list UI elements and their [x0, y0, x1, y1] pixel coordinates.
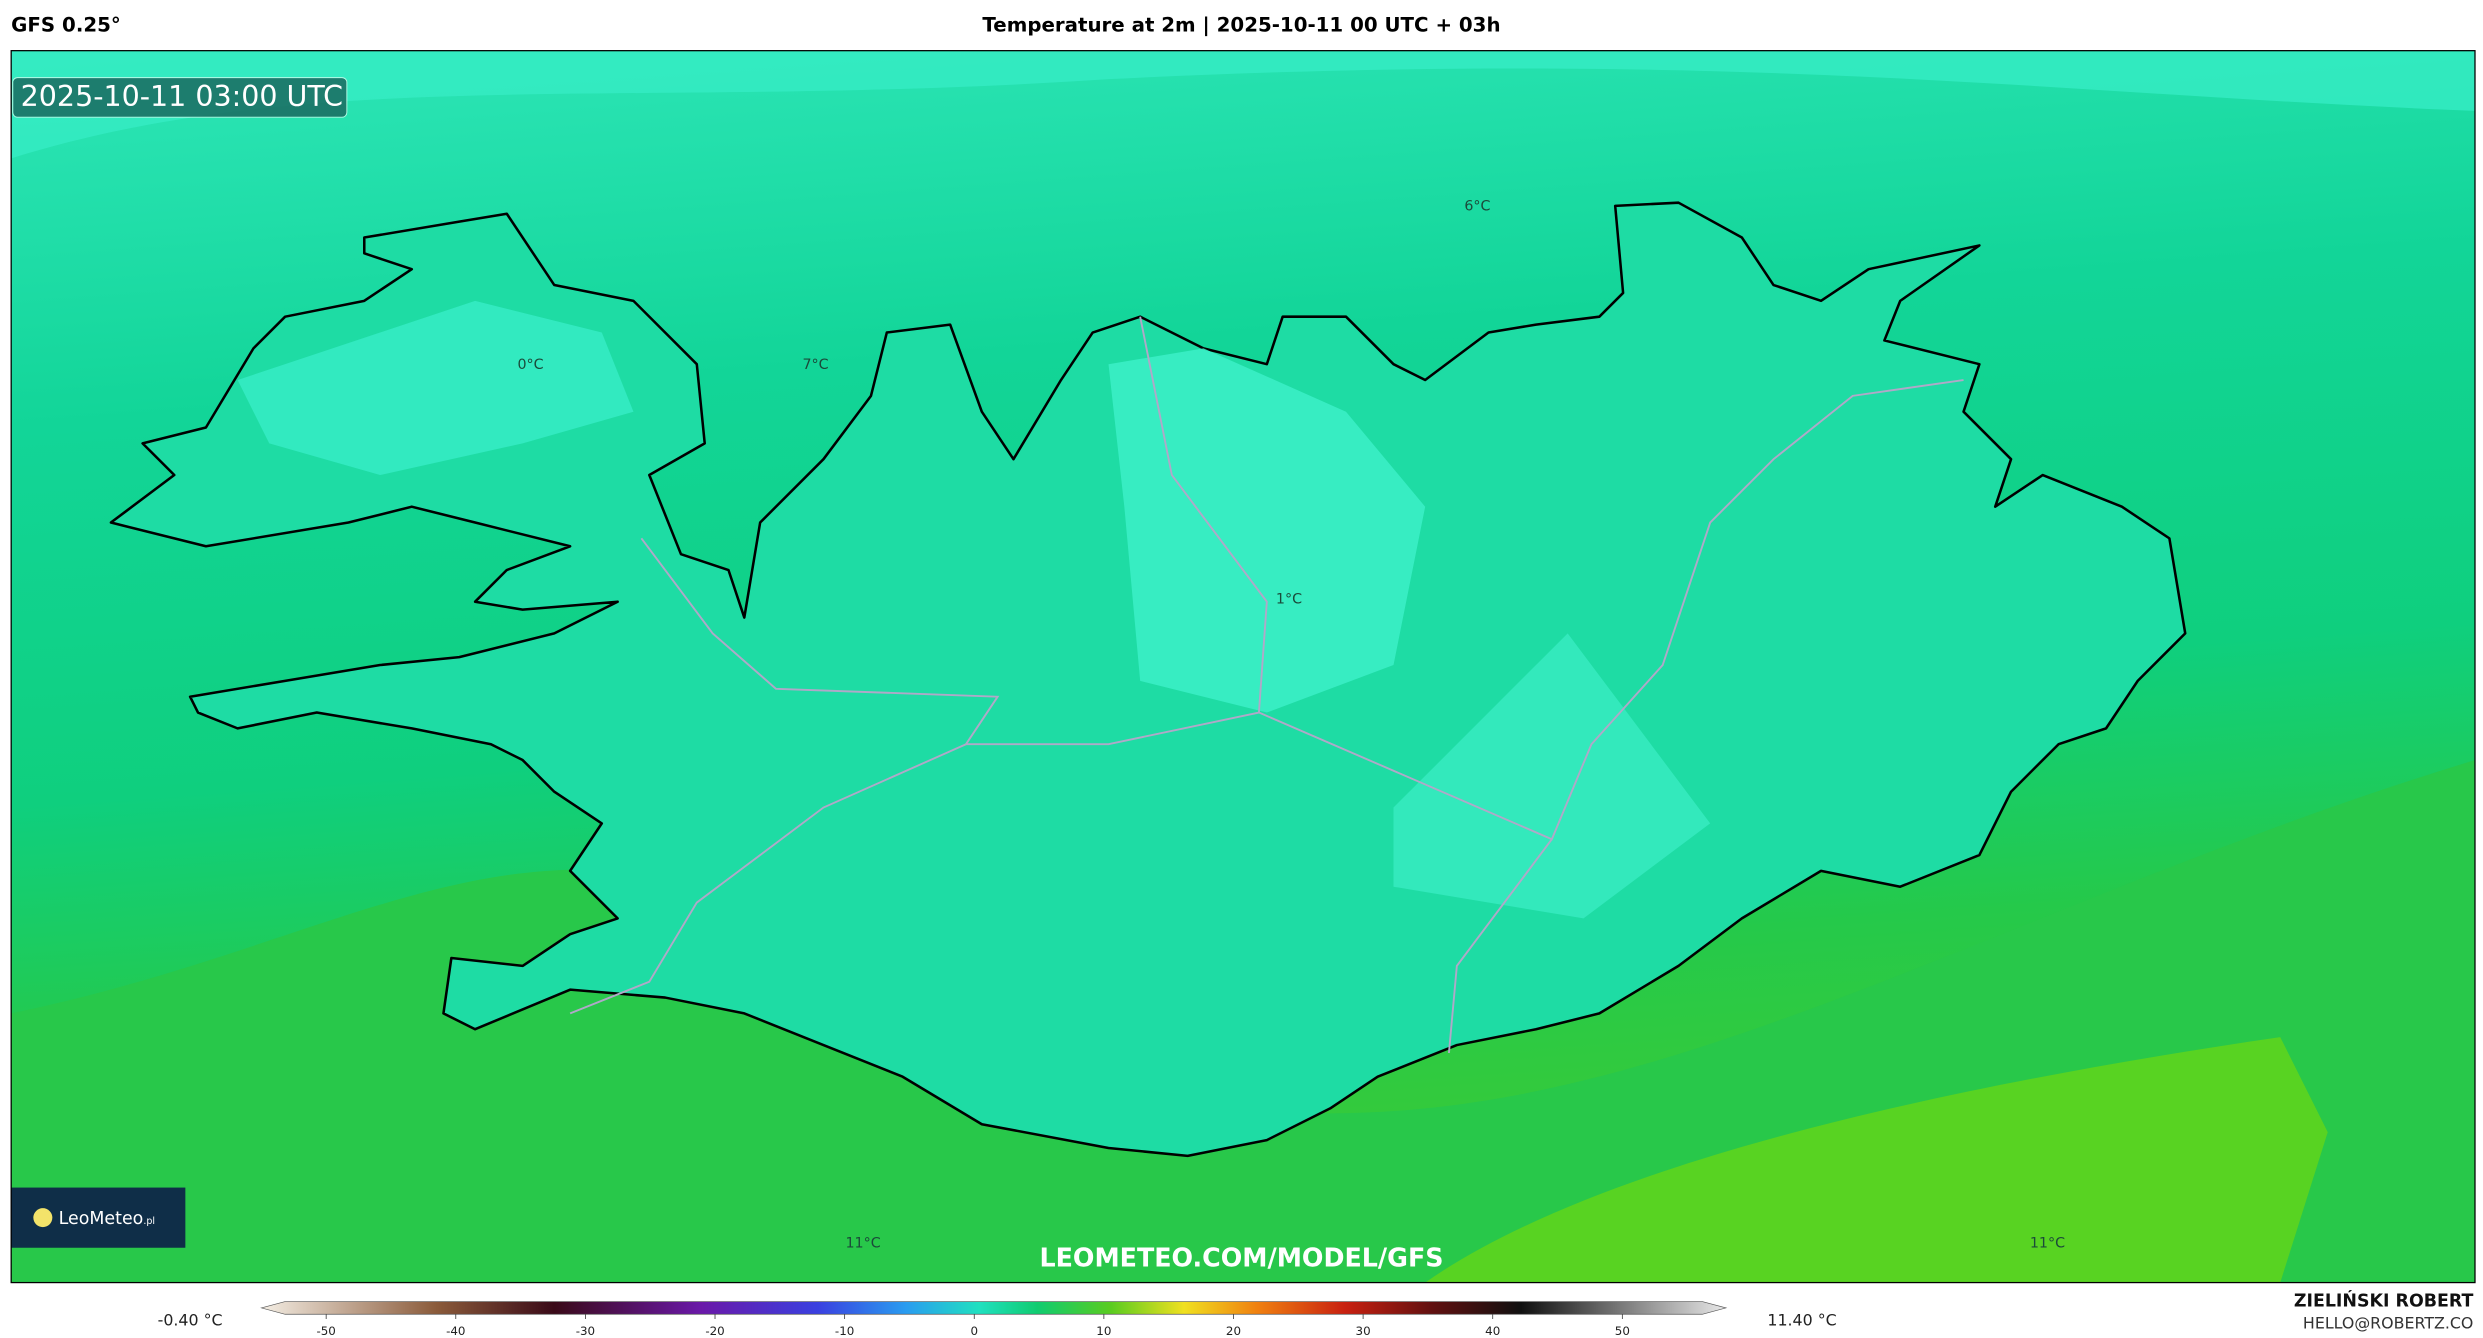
contour-band [1425, 1037, 2328, 1283]
contour-label: 6°C [1464, 199, 1490, 215]
timestamp: 2025-10-11 03:00 UTC [21, 80, 343, 113]
author: ZIELIŃSKI ROBERT [2294, 1289, 2474, 1311]
contour-label: 1°C [1276, 591, 1302, 607]
contour-band [1108, 348, 1426, 713]
contact: HELLO@ROBERTZ.CO [2303, 1313, 2473, 1332]
colorbar-tick-label: 40 [1485, 1324, 1500, 1338]
colorbar-tick-label: 30 [1356, 1324, 1371, 1338]
colorbar-tick-label: 50 [1615, 1324, 1630, 1338]
colorbar-tick-label: -30 [576, 1324, 595, 1338]
colorbar-min: -0.40 °C [158, 1310, 223, 1329]
roads [569, 316, 1964, 1054]
watermark: LEOMETEO.COM/MODEL/GFS [1039, 1243, 1443, 1273]
colorbar-tick-label: 20 [1226, 1324, 1241, 1338]
logo-text: LeoMeteo [59, 1209, 144, 1229]
colorbar-tick-label: -10 [835, 1324, 854, 1338]
map-title: Temperature at 2m | 2025-10-11 00 UTC + … [982, 14, 1500, 37]
contour-label: 11°C [845, 1236, 880, 1252]
contour-band [1393, 633, 1711, 919]
contour-label: 7°C [802, 357, 828, 373]
map-area: 0°C 7°C 6°C 1°C 11°C 11°C 2025-10-11 03:… [11, 50, 2475, 1283]
colorbar-tick-label: 0 [970, 1324, 978, 1338]
contour-band [237, 300, 634, 476]
contour-label: 0°C [517, 357, 543, 373]
logo-sun [33, 1208, 53, 1228]
colorbar-tick-label: 10 [1096, 1324, 1111, 1338]
logo-suffix: .pl [143, 1216, 155, 1227]
model-name: GFS 0.25° [11, 14, 121, 37]
colorbar: -50 -40 -30 -20 -10 0 10 20 30 40 50 [260, 1301, 1728, 1338]
colorbar-tick-label: -40 [446, 1324, 465, 1338]
map-frame [10, 50, 2476, 1284]
contour-label: 11°C [2030, 1236, 2065, 1252]
colorbar-max: 11.40 °C [1767, 1310, 1836, 1329]
logo: LeoMeteo.pl [59, 1209, 155, 1229]
colorbar-tick-label: -50 [316, 1324, 335, 1338]
colorbar-strip [260, 1301, 1728, 1315]
contour-band [11, 50, 2475, 159]
timestamp-badge [12, 77, 348, 118]
colorbar-tick-label: -20 [705, 1324, 724, 1338]
